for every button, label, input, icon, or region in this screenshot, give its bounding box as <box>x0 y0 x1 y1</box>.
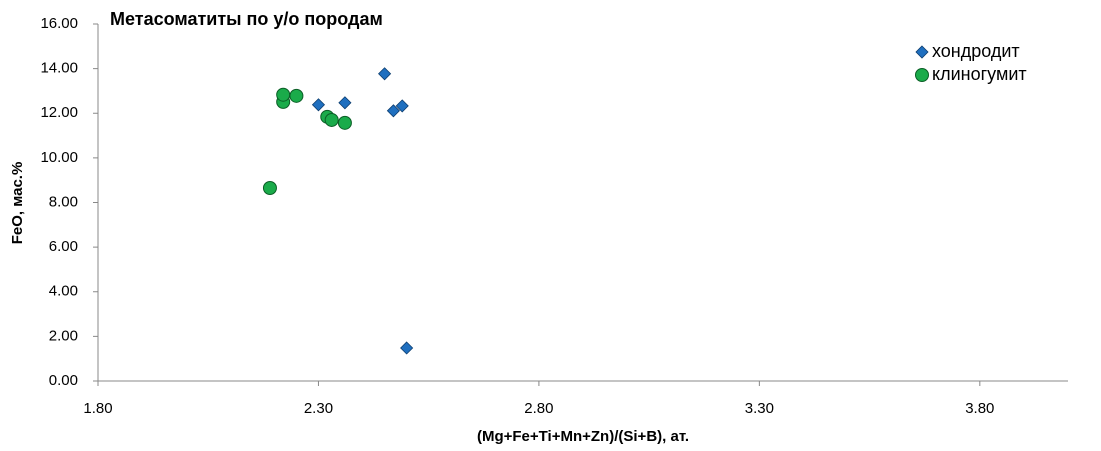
x-tick-label: 2.30 <box>304 400 333 417</box>
data-point <box>289 88 304 103</box>
data-point <box>400 341 414 355</box>
x-tick-label: 2.80 <box>524 400 553 417</box>
y-tick-label: 12.00 <box>40 104 78 121</box>
y-tick-label: 10.00 <box>40 149 78 166</box>
y-tick-label: 14.00 <box>40 60 78 77</box>
y-tick-label: 16.00 <box>40 15 78 32</box>
legend-marker <box>915 45 929 59</box>
data-point <box>338 96 352 110</box>
data-point <box>378 67 392 81</box>
legend-label: хондродит <box>932 41 1020 61</box>
y-tick-label: 6.00 <box>49 238 78 255</box>
data-point <box>324 112 339 127</box>
data-point <box>386 104 400 118</box>
data-point <box>337 115 352 130</box>
y-tick-label: 8.00 <box>49 193 78 210</box>
data-point <box>395 99 409 113</box>
x-tick-label: 3.30 <box>745 400 774 417</box>
legend-label: клиногумит <box>932 64 1027 84</box>
y-tick-label: 0.00 <box>49 372 78 389</box>
data-point <box>276 87 291 102</box>
legend-marker <box>915 68 929 82</box>
data-point <box>262 180 277 195</box>
x-axis-label: (Mg+Fe+Ti+Mn+Zn)/(Si+B), ат. <box>477 428 689 445</box>
chart-title: Метасоматиты по у/о породам <box>110 9 383 29</box>
y-tick-label: 2.00 <box>49 327 78 344</box>
x-tick-label: 1.80 <box>83 400 112 417</box>
y-tick-label: 4.00 <box>49 283 78 300</box>
y-axis-label: FeO, мас.% <box>9 162 26 245</box>
data-point <box>311 98 326 112</box>
x-tick-label: 3.80 <box>965 400 994 417</box>
